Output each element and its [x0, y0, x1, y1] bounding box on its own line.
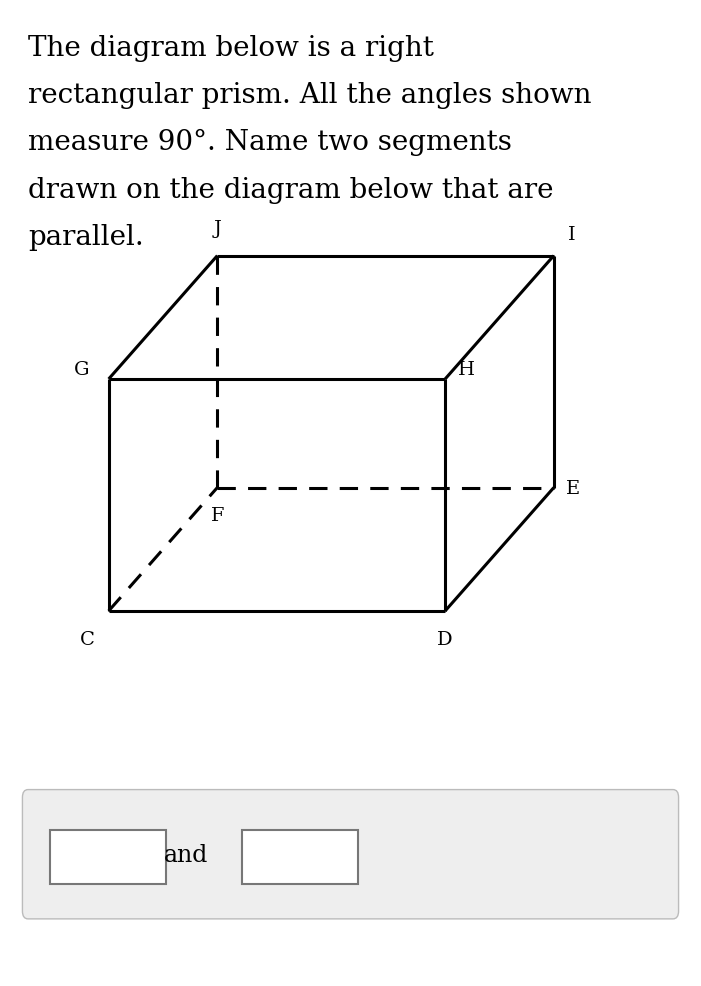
FancyBboxPatch shape	[22, 790, 679, 919]
Text: drawn on the diagram below that are: drawn on the diagram below that are	[28, 176, 554, 203]
Text: I: I	[568, 226, 575, 244]
FancyBboxPatch shape	[242, 830, 358, 884]
Text: rectangular prism. All the angles shown: rectangular prism. All the angles shown	[28, 82, 592, 108]
Text: F: F	[210, 507, 224, 525]
Text: H: H	[458, 361, 475, 379]
Text: The diagram below is a right: The diagram below is a right	[28, 35, 434, 61]
Text: G: G	[74, 361, 90, 379]
Text: and: and	[163, 843, 208, 867]
Text: measure 90°. Name two segments: measure 90°. Name two segments	[28, 129, 512, 156]
Text: E: E	[566, 479, 580, 497]
Text: D: D	[437, 630, 453, 648]
FancyBboxPatch shape	[50, 830, 166, 884]
Text: parallel.: parallel.	[28, 224, 144, 250]
Text: J: J	[213, 220, 222, 238]
Text: C: C	[80, 630, 95, 648]
